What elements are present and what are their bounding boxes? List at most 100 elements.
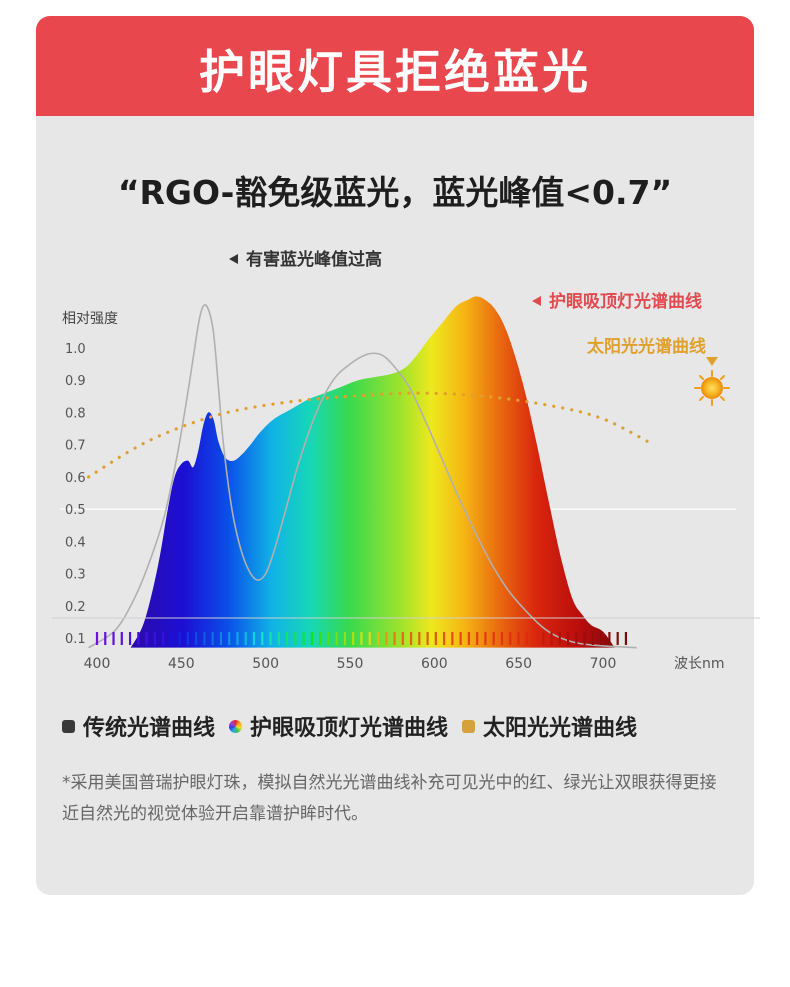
wavelength-tick xyxy=(385,632,388,645)
wavelength-tick xyxy=(517,632,520,645)
wavelength-tick xyxy=(219,632,223,645)
wavelength-tick xyxy=(145,632,148,645)
wavelength-tick xyxy=(575,632,578,645)
wavelength-tick xyxy=(533,632,537,645)
wavelength-tick xyxy=(616,632,619,645)
wavelength-color-bar xyxy=(95,632,628,645)
traditional-spectrum-line xyxy=(88,303,637,649)
wavelength-tick xyxy=(624,632,628,645)
wavelength-tick xyxy=(327,632,330,645)
wavelength-tick xyxy=(211,632,214,645)
wavelength-tick xyxy=(492,632,495,645)
y-axis-ticks: 0.1 0.2 0.3 0.4 0.5 0.6 0.7 0.8 0.9 1.0 xyxy=(65,342,86,647)
legend-label: 传统光谱曲线 xyxy=(83,716,216,741)
wavelength-tick xyxy=(509,632,512,645)
wavelength-tick xyxy=(137,632,140,645)
wavelength-tick xyxy=(360,632,363,645)
wavelength-tick xyxy=(500,632,504,645)
subtitle: “RGO-豁免级蓝光，蓝光峰值<0.7” xyxy=(117,173,673,212)
wavelength-tick xyxy=(459,632,462,645)
wavelength-tick xyxy=(451,632,454,645)
wavelength-tick xyxy=(368,632,371,645)
eye-curve-annotation: 护眼吸顶灯光谱曲线 xyxy=(549,291,702,312)
wavelength-tick xyxy=(294,632,297,645)
rainbow-circle-icon xyxy=(229,719,243,733)
wavelength-tick xyxy=(244,632,247,645)
y-tick-label: 0.4 xyxy=(65,535,86,550)
y-tick-label: 0.9 xyxy=(65,374,86,389)
title-banner: 护眼灯具拒绝蓝光 xyxy=(36,16,754,116)
wavelength-tick xyxy=(550,632,553,645)
wavelength-tick xyxy=(525,632,528,645)
x-tick-label: 500 xyxy=(252,656,279,672)
wavelength-tick xyxy=(376,632,380,645)
wavelength-tick xyxy=(302,632,305,645)
y-tick-label: 0.7 xyxy=(65,439,86,454)
wavelength-tick xyxy=(558,632,561,645)
x-tick-label: 450 xyxy=(168,656,195,672)
y-tick-label: 0.6 xyxy=(65,471,86,486)
legend-label: 太阳光光谱曲线 xyxy=(483,716,638,741)
wavelength-tick xyxy=(409,632,413,645)
wavelength-tick xyxy=(600,632,603,645)
wavelength-tick xyxy=(434,632,437,645)
wavelength-tick xyxy=(104,632,107,645)
wavelength-tick xyxy=(236,632,239,645)
content-card: 护眼灯具拒绝蓝光 “RGO-豁免级蓝光，蓝光峰值<0.7” xyxy=(36,16,754,895)
x-tick-label: 400 xyxy=(84,656,111,672)
wavelength-tick xyxy=(112,632,115,645)
x-tick-label: 600 xyxy=(421,656,448,672)
sun-pointer-icon xyxy=(706,357,718,366)
wavelength-tick xyxy=(128,632,132,645)
series-layer xyxy=(87,296,656,649)
wavelength-tick xyxy=(261,632,264,645)
wavelength-tick xyxy=(335,632,338,645)
wavelength-tick xyxy=(203,632,206,645)
wavelength-tick xyxy=(195,632,198,645)
y-tick-label: 0.8 xyxy=(65,406,86,421)
wavelength-tick xyxy=(591,632,594,645)
x-axis-label: 波长nm xyxy=(674,656,725,672)
harmful-peak-pointer-icon xyxy=(229,254,238,264)
wavelength-tick xyxy=(352,632,355,645)
wavelength-tick xyxy=(566,632,570,645)
wavelength-tick xyxy=(186,632,190,645)
gray-square-icon xyxy=(62,719,75,733)
wavelength-tick xyxy=(120,632,123,645)
x-axis-ticks: 400 450 500 550 600 650 700 xyxy=(84,656,617,672)
banner-title: 护眼灯具拒绝蓝光 xyxy=(199,45,591,99)
wavelength-tick xyxy=(269,632,272,645)
wavelength-tick xyxy=(319,632,322,645)
wavelength-tick xyxy=(484,632,487,645)
y-axis-label: 相对强度 xyxy=(62,311,118,327)
legend-item-traditional: 传统光谱曲线 xyxy=(62,710,215,742)
wavelength-tick xyxy=(426,632,429,645)
legend-item-eye-care: 护眼吸顶灯光谱曲线 xyxy=(229,710,448,742)
x-tick-label: 550 xyxy=(337,656,364,672)
y-tick-label: 0.2 xyxy=(65,600,86,615)
wavelength-tick xyxy=(153,632,156,645)
sunlight-spectrum-line xyxy=(87,391,656,479)
wavelength-tick xyxy=(401,632,404,645)
y-tick-label: 0.1 xyxy=(65,632,86,647)
sun-icon xyxy=(694,370,730,406)
legend-item-sunlight: 太阳光光谱曲线 xyxy=(462,710,637,742)
wavelength-tick xyxy=(418,632,421,645)
wavelength-tick xyxy=(393,632,396,645)
eye-curve-pointer-icon xyxy=(532,296,541,306)
harmful-peak-annotation: 有害蓝光峰值过高 xyxy=(246,249,382,270)
y-tick-label: 0.3 xyxy=(65,568,86,583)
y-tick-label: 0.5 xyxy=(65,503,86,518)
wavelength-tick xyxy=(583,632,586,645)
wavelength-tick xyxy=(178,632,181,645)
wavelength-tick xyxy=(95,632,99,645)
wavelength-tick xyxy=(170,632,173,645)
wavelength-tick xyxy=(542,632,545,645)
sun-curve-annotation: 太阳光光谱曲线 xyxy=(587,336,706,357)
wavelength-tick xyxy=(285,632,289,645)
orange-square-icon xyxy=(462,719,476,733)
x-tick-label: 650 xyxy=(505,656,532,672)
wavelength-tick xyxy=(310,632,313,645)
chart-legend: 传统光谱曲线 护眼吸顶灯光谱曲线 太阳光光谱曲线 xyxy=(62,708,651,744)
footnote: *采用美国普瑞护眼灯珠，模拟自然光光谱曲线补充可见光中的红、绿光让双眼获得更接近… xyxy=(62,773,717,824)
